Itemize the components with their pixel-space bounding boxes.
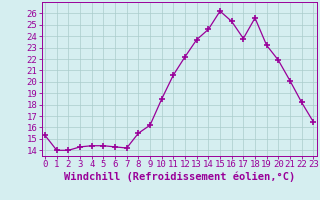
X-axis label: Windchill (Refroidissement éolien,°C): Windchill (Refroidissement éolien,°C) [64,172,295,182]
